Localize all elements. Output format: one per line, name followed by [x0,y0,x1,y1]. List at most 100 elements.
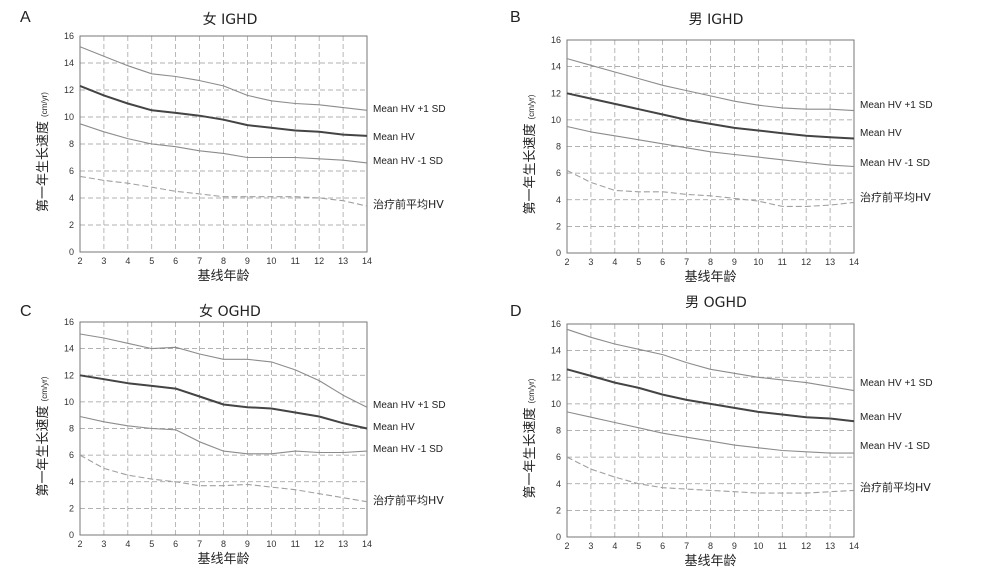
y-axis-label: 第一年生长速度 (cm/yr) [522,378,538,498]
y-tick-label: 0 [69,247,74,257]
y-axis-unit: (cm/yr) [40,92,49,117]
x-tick-label: 8 [708,257,713,267]
x-tick-label: 12 [314,256,324,266]
x-tick-label: 5 [636,257,641,267]
x-axis-label: 基线年龄 [197,552,249,567]
x-tick-label: 13 [825,541,835,551]
chart-title: 女 OGHD [199,303,261,320]
x-tick-label: 3 [101,256,106,266]
series-label: Mean HV [373,132,415,143]
x-tick-label: 14 [849,257,859,267]
series-line-mean-hv-1-sd [79,123,368,164]
y-tick-label: 0 [556,532,561,542]
y-axis-unit: (cm/yr) [527,94,536,119]
x-tick-label: 6 [173,539,178,549]
grid [567,40,854,253]
x-tick-label: 8 [221,539,226,549]
series-line-mean-hv-1-sd [79,333,368,408]
x-tick-label: 4 [125,256,130,266]
y-tick-label: 14 [64,344,74,354]
x-tick-label: 12 [314,539,324,549]
plot-frame [566,39,855,254]
x-tick-label: 10 [753,257,763,267]
series-label: 治疗前平均HV [860,480,931,494]
x-tick-label: 11 [778,541,787,551]
y-tick-label: 10 [551,399,561,409]
y-tick-label: 2 [69,503,74,513]
series-label: Mean HV [860,128,902,139]
series-line-mean-hv-1-sd [566,125,855,168]
x-tick-label: 6 [660,541,665,551]
x-tick-label: 5 [636,541,641,551]
panel-letter: A [20,9,31,26]
series-line-hv [566,170,855,207]
y-tick-label: 8 [69,424,74,434]
series-line-mean-hv-1-sd [79,46,368,111]
x-tick-label: 12 [801,257,811,267]
series-label: Mean HV +1 SD [860,378,933,389]
series-line-hv [566,456,855,494]
x-tick-label: 2 [564,541,569,551]
y-tick-label: 6 [69,166,74,176]
y-tick-label: 4 [69,477,74,487]
y-axis-unit: (cm/yr) [527,378,536,403]
y-tick-label: 6 [556,168,561,178]
y-tick-label: 0 [556,248,561,258]
x-tick-label: 14 [362,256,372,266]
x-tick-label: 7 [684,541,689,551]
series-line-mean-hv [79,374,368,430]
y-tick-label: 8 [556,426,561,436]
panel-letter: B [510,9,521,26]
series-line-mean-hv-1-sd [566,58,855,112]
x-tick-label: 13 [338,539,348,549]
y-axis-unit: (cm/yr) [40,376,49,401]
x-tick-label: 3 [588,541,593,551]
x-tick-label: 8 [708,541,713,551]
y-tick-label: 8 [69,139,74,149]
y-axis-label: 第一年生长速度 (cm/yr) [35,376,51,496]
y-axis-label: 第一年生长速度 (cm/yr) [35,92,51,212]
x-tick-label: 11 [291,256,300,266]
y-axis-label-text: 第一年生长速度 [35,405,51,496]
y-tick-label: 14 [551,62,561,72]
y-axis-label-text: 第一年生长速度 [35,121,51,212]
y-tick-label: 12 [551,372,561,382]
x-tick-label: 5 [149,256,154,266]
y-tick-label: 14 [64,58,74,68]
y-tick-label: 2 [69,220,74,230]
x-tick-label: 13 [338,256,348,266]
y-axis-label: 第一年生长速度 (cm/yr) [522,94,538,214]
x-tick-label: 7 [197,539,202,549]
series-line-hv [79,454,368,503]
series-label: Mean HV +1 SD [373,400,446,411]
y-tick-label: 10 [551,115,561,125]
series-line-mean-hv [79,84,368,137]
series-line-mean-hv-1-sd [566,411,854,454]
x-tick-label: 2 [77,539,82,549]
series-label: Mean HV -1 SD [373,444,443,455]
panel-letter: D [510,303,522,320]
grid [80,36,367,252]
x-tick-label: 13 [825,257,835,267]
x-axis-label: 基线年龄 [197,269,249,284]
x-tick-label: 10 [266,256,276,266]
x-tick-label: 11 [291,539,300,549]
x-tick-label: 9 [245,539,250,549]
chart-title: 男 OGHD [685,295,747,311]
x-tick-label: 2 [77,256,82,266]
chart-title: 女 IGHD [203,11,258,28]
y-tick-label: 16 [551,35,561,45]
x-tick-label: 7 [684,257,689,267]
x-tick-label: 6 [173,256,178,266]
x-tick-label: 9 [245,256,250,266]
x-tick-label: 14 [362,539,372,549]
y-tick-label: 12 [64,85,74,95]
x-tick-label: 9 [732,541,737,551]
series-label: Mean HV -1 SD [860,158,930,169]
series-line-mean-hv [566,368,855,423]
y-tick-label: 12 [64,370,74,380]
x-tick-label: 4 [125,539,130,549]
y-tick-label: 4 [556,479,561,489]
